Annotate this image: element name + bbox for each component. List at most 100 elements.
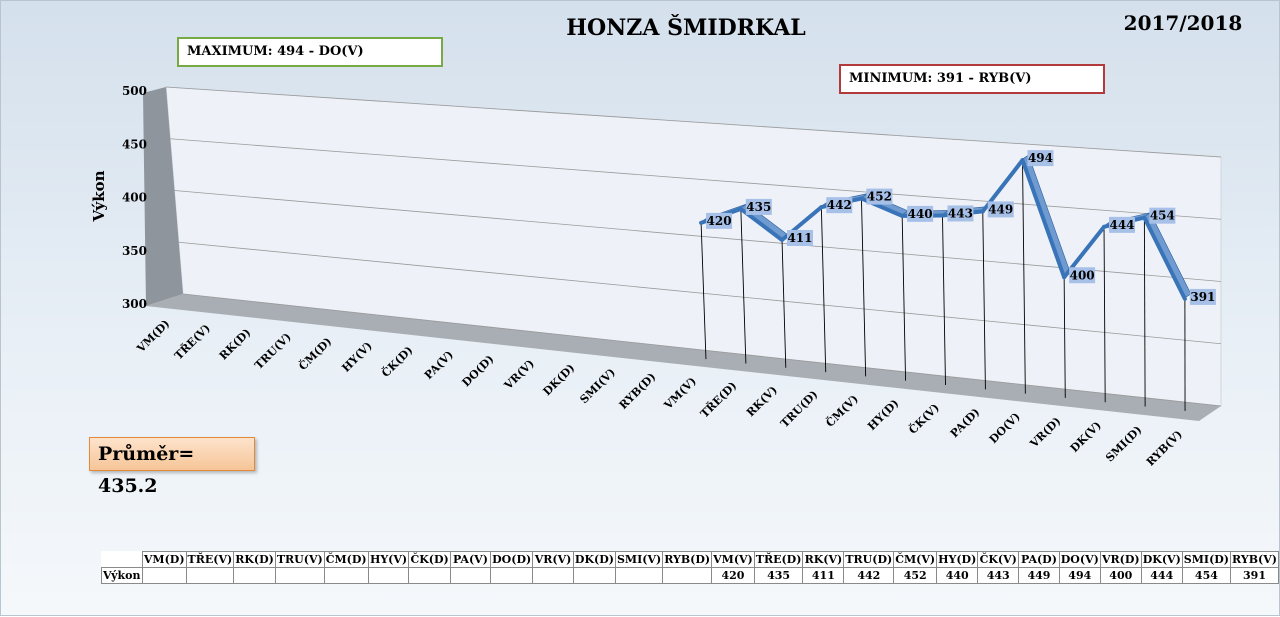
data-table-cell: 435 [754,568,803,584]
data-label: 449 [988,201,1014,217]
data-label-text: 452 [867,190,892,204]
data-table-header-cell: HY(D) [937,552,978,568]
data-table-header-cell: HY(V) [368,552,409,568]
data-label: 452 [866,189,892,205]
data-table-cell [324,568,368,584]
data-label: 494 [1027,150,1053,166]
data-table-cell [142,568,186,584]
x-tick-label: TRU(D) [778,388,820,430]
x-tick-label: ČK(V) [906,400,942,436]
data-label-text: 411 [787,231,812,245]
x-tick-label: VR(D) [1027,414,1064,451]
data-table-header-cell: PA(V) [450,552,490,568]
data-label: 420 [706,213,732,229]
x-tick-label: RYB(D) [617,370,659,412]
data-table-row-label: Výkon [102,568,143,584]
data-table-header-cell: TRU(D) [844,552,894,568]
x-tick-label: DO(V) [987,410,1023,446]
x-tick-label: VM(D) [134,317,173,356]
data-table-cell [533,568,574,584]
data-table-cell [573,568,615,584]
data-table-header-cell: VR(D) [1100,552,1141,568]
data-table-header-cell: TRU(V) [275,552,324,568]
data-label: 411 [787,230,813,246]
data-table-cell [409,568,450,584]
data-table-cell: 449 [1019,568,1060,584]
data-table-header-cell: ČM(D) [324,552,368,568]
minimum-callout: MINIMUM: 391 - RYB(V) [839,64,1105,94]
y-tick-label: 500 [122,84,147,98]
data-table-header-cell: DK(V) [1141,552,1182,568]
data-label: 454 [1149,208,1175,224]
x-tick-label: TŘE(V) [171,321,212,362]
x-tick-label: DK(D) [541,361,578,398]
x-tick-label: DK(V) [1068,419,1104,455]
data-label: 440 [907,206,933,222]
data-label-text: 400 [1070,268,1095,282]
data-label-text: 444 [1109,218,1134,232]
data-label-text: 449 [988,202,1013,216]
data-table-cell: 440 [937,568,978,584]
y-tick-label: 300 [122,297,147,311]
data-table-corner [102,552,143,568]
data-table-header-cell: RYB(D) [663,552,712,568]
data-table-header-cell: VM(D) [142,552,186,568]
data-label-text: 391 [1190,290,1215,304]
data-table-cell: 443 [978,568,1019,584]
x-tick-label: PA(D) [948,406,983,441]
data-table-header-cell: SMI(D) [1182,552,1230,568]
data-label-text: 494 [1028,151,1053,165]
x-tick-label: SMI(D) [1103,423,1144,464]
data-table-header-cell: VM(V) [712,552,755,568]
data-label: 442 [826,197,852,213]
data-table-header-row: VM(D)TŘE(V)RK(D)TRU(V)ČM(D)HY(V)ČK(D)PA(… [102,552,1279,568]
x-tick-label: SMI(V) [577,366,617,406]
y-tick-label: 450 [122,137,147,151]
data-label-text: 442 [827,198,852,212]
data-table-header-cell: RK(V) [803,552,844,568]
x-tick-label: DO(D) [460,353,497,390]
x-tick-label: TRU(V) [252,330,294,372]
data-table-header-cell: TŘE(V) [186,552,234,568]
data-label-text: 443 [948,206,973,220]
data-table-cell: 452 [894,568,937,584]
data-table-header-cell: ČM(V) [894,552,937,568]
x-tick-label: ČM(D) [296,334,335,373]
data-table-cell: 411 [803,568,844,584]
data-table-cell [275,568,324,584]
data-table-header-cell: PA(D) [1019,552,1060,568]
x-tick-label: TŘE(D) [697,378,739,420]
data-table-header-cell: ČK(D) [409,552,450,568]
x-tick-label: ČK(D) [378,343,415,380]
data-table-header-cell: VR(V) [533,552,574,568]
maximum-callout: MAXIMUM: 494 - DO(V) [177,37,443,67]
data-table-cell: 454 [1182,568,1230,584]
data-table-cell [186,568,234,584]
x-tick-label: ČM(V) [823,392,861,430]
data-label-text: 420 [707,214,732,228]
x-tick-label: RK(V) [744,383,780,419]
data-table-header-cell: RYB(V) [1231,552,1279,568]
data-table-cell: 391 [1231,568,1279,584]
y-axis-label: Výkon [90,170,108,222]
x-tick-label: VR(V) [501,357,537,393]
x-tick-label: PA(V) [422,348,456,382]
x-tick-label: HY(V) [339,339,374,374]
data-table-cell [615,568,662,584]
x-tick-label: VM(V) [661,375,699,413]
data-table-cell [663,568,712,584]
x-tick-label: RYB(V) [1144,428,1185,469]
data-table-header-cell: DO(V) [1059,552,1100,568]
data-table-header-cell: TŘE(D) [754,552,803,568]
data-label-text: 435 [746,200,771,214]
data-label: 444 [1109,217,1135,233]
x-tick-label: HY(D) [865,397,901,433]
data-label: 443 [947,205,973,221]
data-table-cell [368,568,409,584]
data-table-cell [234,568,276,584]
data-label: 435 [746,199,772,215]
data-table: VM(D)TŘE(V)RK(D)TRU(V)ČM(D)HY(V)ČK(D)PA(… [101,551,1279,584]
x-tick-label: RK(D) [217,326,254,363]
data-label: 391 [1190,289,1216,305]
